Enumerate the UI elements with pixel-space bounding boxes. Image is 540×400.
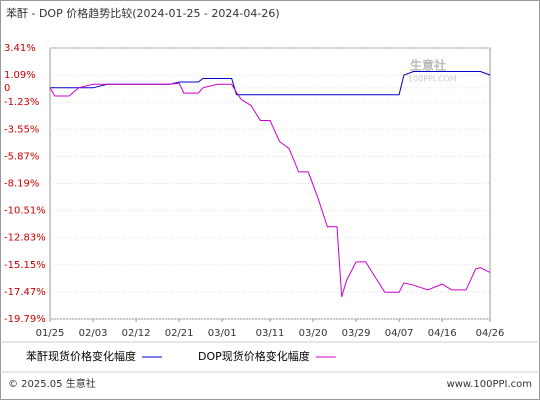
y-tick-label: -8.19% [4,179,39,190]
x-tick-label: 02/03 [79,328,108,339]
x-tick-label: 02/21 [165,328,194,339]
y-tick-label: 1.09% [4,70,36,81]
x-tick-label: 04/16 [428,328,457,339]
y-tick-label: -3.55% [4,124,39,135]
series-line [49,82,491,298]
x-tick-label: 03/29 [342,328,371,339]
x-tick-label: 04/07 [385,328,414,339]
y-tick-label: -5.87% [4,151,39,162]
y-tick-label: -15.15% [4,260,46,271]
footer: www.100PPI.com [447,379,532,390]
x-tick-label: 03/20 [299,328,328,339]
x-tick-label: 04/26 [476,328,505,339]
watermark: 生意社 [410,58,446,73]
y-tick-label: 3.41% [4,43,36,54]
x-tick-label: 01/25 [36,328,65,339]
x-tick-label: 03/01 [208,328,237,339]
x-tick-label: 03/11 [256,328,285,339]
chart-title: 苯酐 - DOP 价格趋势比较(2024-01-25 - 2024-04-26) [6,6,280,20]
x-tick-label: 02/12 [122,328,151,339]
footer: © 2025.05 生意社 [8,377,96,390]
legend-label: DOP现货价格变化幅度 [198,349,310,363]
y-tick-label: -1.23% [4,97,39,108]
y-tick-label: -17.47% [4,287,46,298]
legend-label: 苯酐现货价格变化幅度 [26,349,136,363]
y-tick-label: -10.51% [4,206,46,217]
y-tick-label: -12.83% [4,233,46,244]
y-tick-label: 0 [4,83,10,94]
y-tick-label: -19.79% [4,314,46,325]
watermark: 100PPI.COM [408,75,457,84]
